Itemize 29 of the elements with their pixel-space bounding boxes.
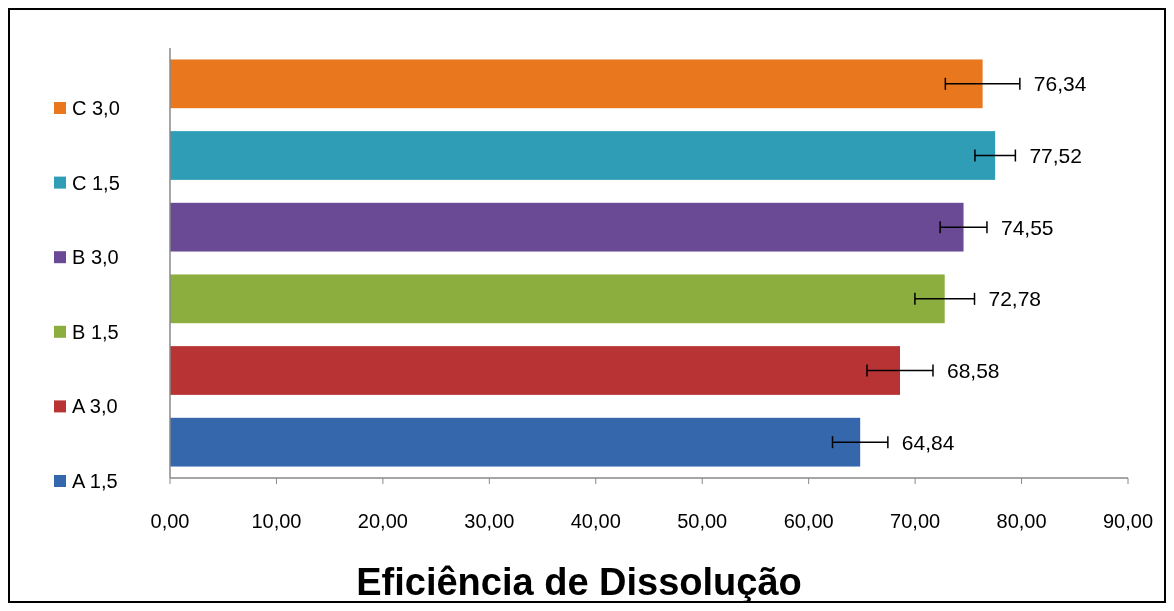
x-tick-label: 80,00 [996, 510, 1047, 532]
x-tick-label: 90,00 [1102, 510, 1154, 532]
legend-label: C 3,0 [72, 97, 120, 119]
text: Eficiência de Dissolução [356, 561, 802, 603]
bar [170, 202, 964, 252]
bar [170, 346, 900, 395]
text: 68,58 [946, 358, 1000, 382]
text: 72,78 [988, 287, 1042, 311]
x-tick-label: 40,00 [570, 510, 621, 532]
x-tick-label: 30,00 [464, 510, 515, 532]
x-tick-label: 10,00 [251, 510, 302, 532]
bar [170, 274, 945, 324]
bar [170, 417, 861, 467]
legend-label: B 3,0 [72, 246, 119, 269]
x-tick-label: 20,00 [357, 510, 408, 532]
legend-label: A 3,0 [72, 395, 118, 418]
x-tick-label: 70,00 [890, 510, 941, 532]
legend-label: B 1,5 [72, 320, 119, 343]
legend-label: C 1,5 [72, 171, 120, 194]
x-tick-label: 0,00 [150, 510, 190, 532]
x-tick-label: 50,00 [677, 510, 728, 532]
text: 77,52 [1029, 143, 1082, 167]
bar [170, 59, 983, 109]
bar [170, 131, 996, 180]
text: 74,55 [1000, 215, 1054, 239]
text: 64,84 [901, 430, 955, 454]
text: 76,34 [1033, 72, 1087, 96]
legend-label: A 1,5 [72, 470, 118, 492]
x-tick-label: 60,00 [783, 510, 834, 532]
